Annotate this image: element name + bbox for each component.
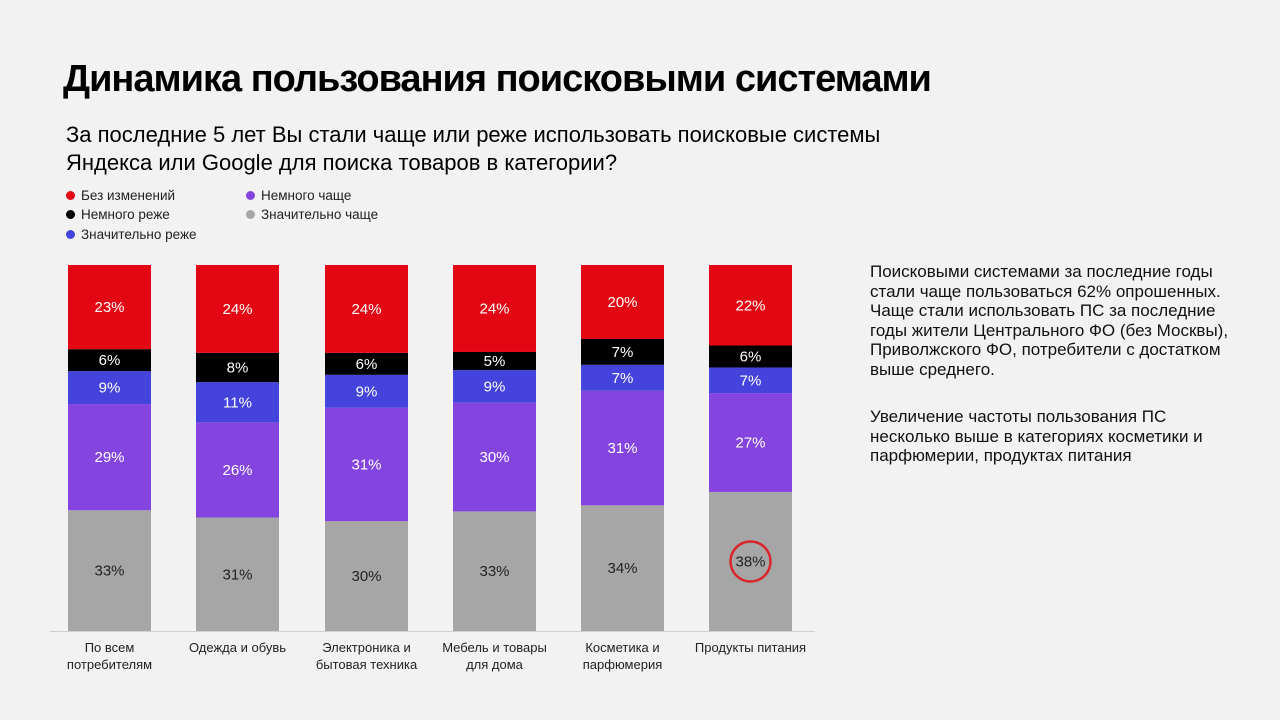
category-label: парфюмерия: [583, 657, 663, 672]
legend-label: Немного чаще: [261, 188, 352, 203]
data-label: 38%: [735, 553, 765, 570]
legend-dot-icon: [66, 210, 75, 219]
data-label: 6%: [740, 349, 762, 366]
bar-segment: [709, 345, 792, 368]
category-label: Одежда и обувь: [189, 640, 286, 655]
bar-segment: [581, 265, 664, 339]
data-label: 23%: [94, 299, 124, 316]
data-label: 22%: [735, 297, 765, 314]
bar-segment: [453, 402, 536, 512]
bar-segment: [196, 352, 279, 383]
data-label: 7%: [612, 344, 634, 361]
bar-segment: [581, 338, 664, 365]
bar-segment: [196, 265, 279, 353]
bar-segment: [325, 352, 408, 375]
bar-segment: [453, 265, 536, 352]
bar-segment: [325, 521, 408, 631]
legend-dot-icon: [66, 230, 75, 239]
data-label: 26%: [222, 462, 252, 479]
bar-segment: [453, 370, 536, 403]
bar-segment: [325, 407, 408, 522]
data-label: 30%: [351, 568, 381, 585]
legend-item: Значительно чаще: [246, 207, 378, 222]
data-label: 31%: [351, 456, 381, 473]
data-label: 31%: [607, 440, 637, 457]
legend-item: Немного реже: [66, 207, 170, 222]
data-label: 20%: [607, 294, 637, 311]
data-label: 5%: [484, 353, 506, 370]
data-label: 31%: [222, 566, 252, 583]
bar-segment: [709, 265, 792, 346]
bar-segment: [196, 517, 279, 631]
bar-segment: [325, 374, 408, 408]
bar-segment: [68, 510, 151, 631]
bar-segment: [325, 265, 408, 353]
commentary-paragraph-1: Поисковыми системами за последние годы с…: [870, 262, 1229, 379]
commentary-paragraph-2: Увеличение частоты пользования ПС нескол…: [870, 407, 1203, 465]
highlight-circle-icon: [729, 540, 772, 583]
page-title: Динамика пользования поисковыми системам…: [63, 58, 932, 100]
category-label: бытовая техника: [316, 657, 418, 672]
side-commentary: Поисковыми системами за последние годы с…: [870, 262, 1230, 494]
legend-label: Без изменений: [81, 188, 176, 203]
legend-dot-icon: [66, 191, 75, 200]
data-label: 9%: [484, 378, 506, 395]
data-label: 11%: [223, 394, 252, 411]
bar-segment: [68, 371, 151, 405]
category-label: потребителям: [67, 657, 152, 672]
data-label: 34%: [607, 560, 637, 577]
data-label: 7%: [740, 372, 762, 389]
data-label: 6%: [356, 356, 378, 373]
bar-segment: [453, 351, 536, 371]
legend-dot-icon: [246, 210, 255, 219]
bar-segment: [709, 367, 792, 394]
data-label: 29%: [94, 449, 124, 466]
legend-label: Немного реже: [81, 207, 170, 222]
bar-segment: [196, 382, 279, 423]
data-label: 9%: [356, 383, 378, 400]
legend-item: Без изменений: [66, 188, 175, 203]
legend-dot-icon: [246, 191, 255, 200]
data-label: 24%: [351, 301, 381, 318]
bar-segment: [196, 422, 279, 518]
bar-segment: [453, 511, 536, 631]
category-label: для дома: [466, 657, 524, 672]
question-subtitle: За последние 5 лет Вы стали чаще или реж…: [66, 122, 881, 175]
data-label: 6%: [99, 352, 121, 369]
category-label: Продукты питания: [695, 640, 806, 655]
legend-label: Значительно реже: [81, 227, 197, 242]
legend-item: Немного чаще: [246, 188, 351, 203]
legend-item: Значительно реже: [66, 227, 197, 242]
category-label: Мебель и товары: [442, 640, 547, 655]
bar-segment: [68, 349, 151, 372]
data-label: 9%: [99, 380, 121, 397]
data-label: 33%: [94, 563, 124, 580]
category-label: По всем: [85, 640, 135, 655]
data-label: 24%: [222, 301, 252, 318]
data-label: 33%: [479, 563, 509, 580]
data-label: 27%: [735, 435, 765, 452]
bar-segment: [581, 364, 664, 391]
bar-segment: [709, 491, 792, 631]
bar-segment: [709, 393, 792, 492]
category-label: Косметика и: [585, 640, 659, 655]
legend-label: Значительно чаще: [261, 207, 379, 222]
category-label: Электроника и: [322, 640, 411, 655]
data-label: 8%: [227, 359, 249, 376]
data-label: 7%: [612, 370, 634, 387]
data-label: 30%: [479, 449, 509, 466]
bar-segment: [68, 404, 151, 511]
bar-segment: [68, 265, 151, 350]
data-label: 24%: [479, 300, 509, 317]
bar-segment: [581, 390, 664, 506]
bar-segment: [581, 505, 664, 631]
